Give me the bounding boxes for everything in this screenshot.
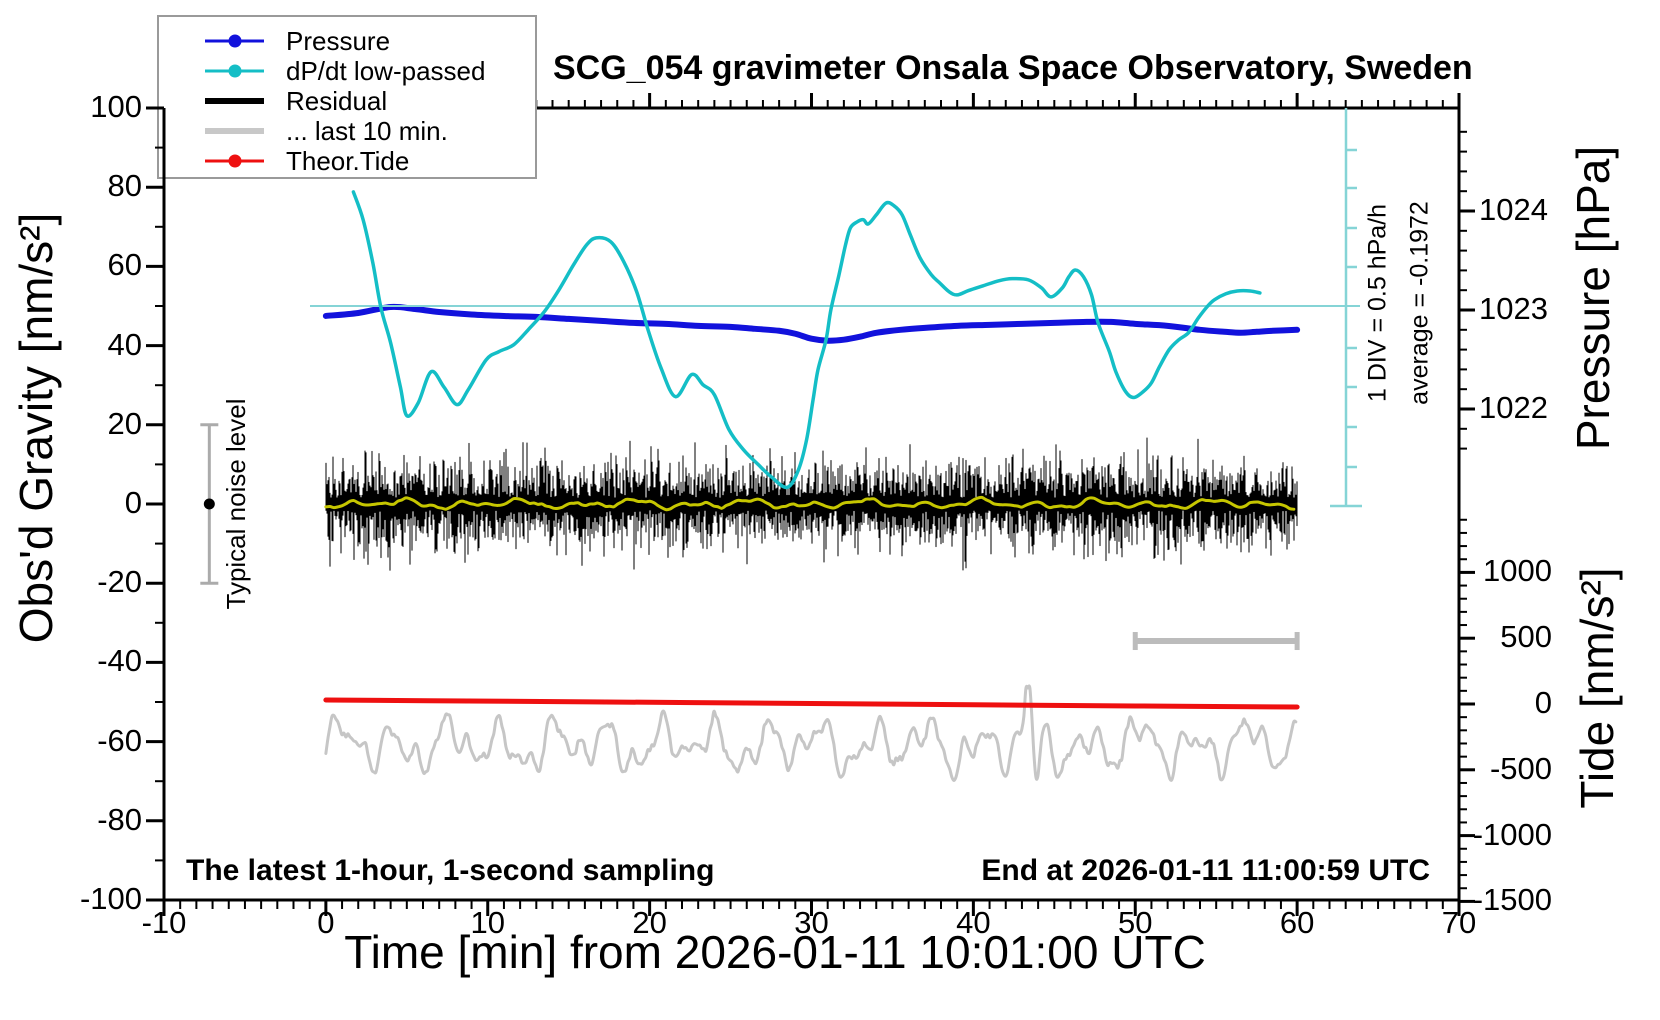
x-tick-label: 0 xyxy=(317,905,335,940)
x-tick-label: 70 xyxy=(1441,905,1477,940)
legend-item-3: ... last 10 min. xyxy=(159,116,535,146)
plot-title: SCG_054 gravimeter Onsala Space Observat… xyxy=(553,49,1473,87)
x-tick-label: 10 xyxy=(470,905,505,940)
tide-axis-title: Tide [nm/s²] xyxy=(1571,567,1624,809)
y-tick-label: 100 xyxy=(90,89,142,124)
y-tick-label: 60 xyxy=(107,247,142,283)
pressure-tick-label: 1023 xyxy=(1479,291,1548,326)
legend-sample-line xyxy=(205,124,264,138)
noise-level-note: Typical noise level xyxy=(220,398,251,610)
y-tick-label: -40 xyxy=(97,643,142,679)
legend-sample-line xyxy=(205,154,264,168)
legend-line-swatch xyxy=(205,98,264,104)
sampling-note: The latest 1-hour, 1-second sampling xyxy=(186,854,715,887)
average-note: average = -0.1972 xyxy=(1405,201,1434,405)
y-tick-label: 0 xyxy=(124,485,142,520)
legend-dot-marker xyxy=(228,34,241,48)
legend-item-label: Pressure xyxy=(286,26,391,56)
legend-item-label: ... last 10 min. xyxy=(286,116,448,146)
legend-sample-line xyxy=(205,64,264,78)
tide-tick-label: -500 xyxy=(1489,750,1552,786)
x-tick-label: 60 xyxy=(1279,905,1315,940)
pressure-tick-label: 1024 xyxy=(1479,192,1548,227)
legend-sample-line xyxy=(205,34,264,48)
pressure-tick-label: 1022 xyxy=(1479,390,1548,425)
x-tick-label: 20 xyxy=(632,905,667,940)
y-tick-label: 20 xyxy=(107,405,142,441)
end-time-note: End at 2026-01-11 11:00:59 UTC xyxy=(981,854,1430,887)
legend-item-label: Residual xyxy=(286,86,388,116)
legend-item-0: Pressure xyxy=(159,26,535,56)
legend-item-4: Theor.Tide xyxy=(159,146,535,176)
legend-dot-marker xyxy=(228,64,241,78)
y-tick-label: 40 xyxy=(107,326,142,362)
legend-dot-marker xyxy=(228,154,241,168)
y-tick-label: -60 xyxy=(97,722,142,758)
legend-sample-line xyxy=(205,94,264,108)
y-tick-label: 80 xyxy=(107,168,142,204)
legend-item-1: dP/dt low-passed xyxy=(159,56,535,86)
y-tick-label: -100 xyxy=(79,881,142,916)
tide-tick-label: -1000 xyxy=(1472,816,1552,852)
legend-item-label: Theor.Tide xyxy=(286,146,410,176)
x-tick-label: 50 xyxy=(1118,905,1153,940)
tide-tick-label: -1500 xyxy=(1472,882,1552,918)
x-axis-title: Time [min] from 2026-01-11 10:01:00 UTC xyxy=(344,926,1206,978)
y-tick-label: -80 xyxy=(97,801,142,837)
pressure-axis-title: Pressure [hPa] xyxy=(1567,145,1620,451)
legend-item-label: dP/dt low-passed xyxy=(286,56,486,86)
tide-tick-label: 1000 xyxy=(1483,553,1552,589)
x-tick-label: 30 xyxy=(794,905,829,940)
x-tick-label: 40 xyxy=(956,905,991,940)
div-scale-note: 1 DIV = 0.5 hPa/h xyxy=(1363,203,1392,403)
legend-line-swatch xyxy=(205,128,264,134)
tide-tick-label: 500 xyxy=(1500,619,1552,655)
legend-item-2: Residual xyxy=(159,86,535,116)
tide-tick-label: 0 xyxy=(1534,685,1552,720)
legend-box: Pressure dP/dt low-passed Residual... last… xyxy=(157,15,537,179)
y-tick-label: -20 xyxy=(97,564,142,600)
